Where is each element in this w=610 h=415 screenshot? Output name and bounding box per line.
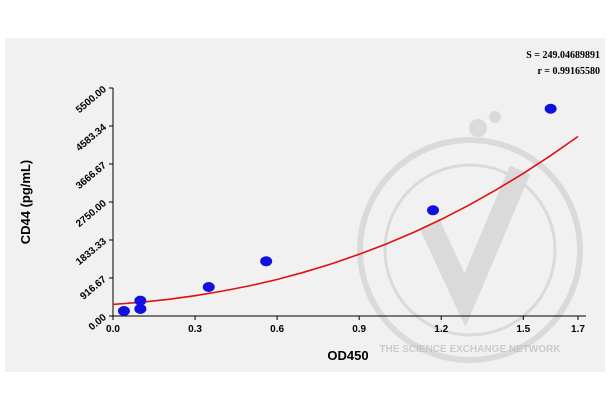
annotation: S = 249.04689891: [526, 50, 600, 61]
point: [544, 103, 557, 114]
point: [427, 205, 440, 216]
x-tick-label: 0.6: [270, 324, 284, 335]
point: [134, 303, 147, 314]
watermark-logo: [357, 111, 583, 363]
x-tick-label: 1.5: [516, 324, 530, 335]
point: [134, 295, 147, 306]
fit-curve: [112, 135, 579, 306]
x-axis-label: OD450: [327, 348, 368, 363]
x-tick-label: 1.7: [571, 324, 585, 335]
point: [117, 306, 130, 317]
x-tick-label: 1.2: [434, 324, 448, 335]
point: [202, 281, 215, 292]
annotation: r = 0.99165580: [538, 66, 600, 77]
x-tick-label: 0.3: [188, 324, 202, 335]
watermark-text: THE SCIENCE EXCHANGE NETWORK: [379, 344, 561, 355]
point: [260, 256, 273, 267]
y-axis-label: CD44 (pg/mL): [18, 160, 33, 245]
x-tick-label: 0.9: [352, 324, 366, 335]
x-tick-label: 0.0: [106, 324, 120, 335]
